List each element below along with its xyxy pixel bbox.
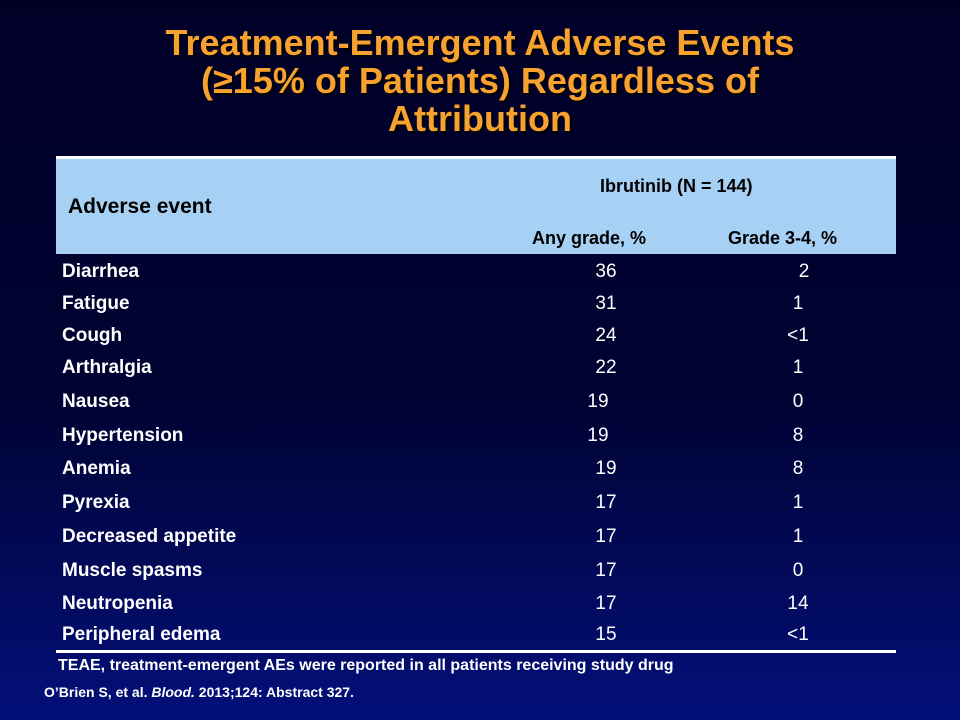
event-name: Peripheral edema — [62, 624, 221, 645]
grade34-value: 0 — [792, 391, 804, 412]
event-name: Neutropenia — [62, 593, 173, 614]
any-grade-value: 22 — [595, 357, 617, 378]
header-any-grade: Any grade, % — [532, 228, 647, 248]
event-name: Muscle spasms — [62, 560, 203, 581]
table-row: Cough 24 <1 — [56, 321, 896, 351]
any-grade-value: 17 — [595, 492, 617, 513]
event-name: Anemia — [62, 458, 131, 479]
table-bottom-rule — [56, 650, 896, 653]
citation: O’Brien S, et al. Blood. 2013;124: Abstr… — [44, 684, 354, 700]
table-row: Neutropenia 17 14 — [56, 589, 896, 619]
any-grade-value: 19 — [587, 391, 609, 412]
table-row: Decreased appetite 17 1 — [56, 522, 896, 552]
grade34-value: <1 — [787, 325, 809, 346]
grade34-value: 0 — [792, 560, 804, 581]
event-name: Diarrhea — [62, 261, 140, 282]
table-top-rule — [56, 156, 896, 159]
any-grade-value: 19 — [587, 425, 609, 446]
citation-details: 2013;124: Abstract 327. — [194, 684, 354, 700]
event-name: Fatigue — [62, 293, 130, 314]
event-name: Nausea — [62, 391, 130, 412]
any-grade-value: 17 — [595, 560, 617, 581]
event-name: Decreased appetite — [62, 526, 237, 547]
any-grade-value: 36 — [595, 261, 617, 282]
table-header — [56, 156, 896, 254]
event-name: Hypertension — [62, 425, 184, 446]
any-grade-value: 15 — [595, 624, 617, 645]
title-line-3: Attribution — [388, 98, 572, 139]
table-row: Diarrhea 36 2 — [56, 257, 896, 287]
header-adverse-event: Adverse event — [68, 195, 212, 218]
event-name: Arthralgia — [62, 357, 152, 378]
any-grade-value: 24 — [595, 325, 617, 346]
title-line-1: Treatment-Emergent Adverse Events — [165, 22, 795, 63]
event-name: Cough — [62, 325, 123, 346]
grade34-value: 14 — [787, 593, 809, 614]
any-grade-value: 19 — [595, 458, 617, 479]
table-row: Nausea 19 0 — [56, 387, 896, 417]
table-row: Fatigue 31 1 — [56, 289, 896, 319]
table-row: Anemia 19 8 — [56, 454, 896, 484]
citation-journal: Blood. — [151, 684, 195, 700]
grade34-value: 2 — [798, 261, 810, 282]
grade34-value: <1 — [787, 624, 809, 645]
grade34-value: 8 — [792, 458, 804, 479]
grade34-value: 8 — [792, 425, 804, 446]
slide-title: Treatment-Emergent Adverse Events (≥15% … — [0, 24, 960, 138]
grade34-value: 1 — [792, 526, 804, 547]
table-row: Arthralgia 22 1 — [56, 353, 896, 383]
citation-authors: O’Brien S, et al. — [44, 684, 152, 700]
grade34-value: 1 — [792, 293, 804, 314]
any-grade-value: 31 — [595, 293, 617, 314]
footnote: TEAE, treatment-emergent AEs were report… — [58, 657, 674, 674]
table-row: Hypertension 19 8 — [56, 421, 896, 451]
title-line-2: (≥15% of Patients) Regardless of — [201, 60, 759, 101]
any-grade-value: 17 — [595, 593, 617, 614]
table-row: Peripheral edema 15 <1 — [56, 620, 896, 650]
grade34-value: 1 — [792, 492, 804, 513]
event-name: Pyrexia — [62, 492, 130, 513]
header-group-ibrutinib: Ibrutinib (N = 144) — [600, 176, 753, 196]
table-row: Muscle spasms 17 0 — [56, 556, 896, 586]
grade34-value: 1 — [792, 357, 804, 378]
table-row: Pyrexia 17 1 — [56, 488, 896, 518]
header-grade-3-4: Grade 3-4, % — [728, 228, 838, 248]
any-grade-value: 17 — [595, 526, 617, 547]
